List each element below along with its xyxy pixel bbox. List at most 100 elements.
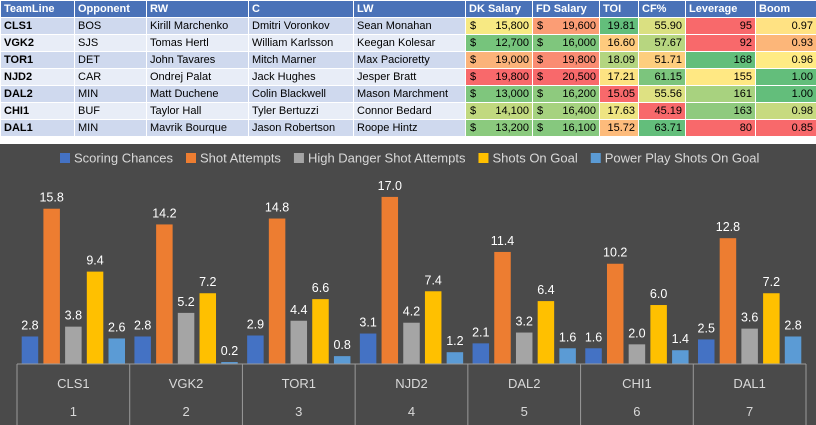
cell-cf-pct[interactable]: 61.15 [638, 68, 686, 86]
cell-toi[interactable]: 18.09 [599, 51, 639, 69]
cell-c[interactable]: Colin Blackwell [248, 85, 354, 103]
cell-lw[interactable]: Connor Bedard [353, 102, 466, 120]
cell-dk-salary[interactable]: $19,000 [465, 51, 533, 69]
cell-lw[interactable]: Keegan Kolesar [353, 34, 466, 52]
cell-boom[interactable]: 0.85 [755, 119, 816, 137]
cell-cf-pct[interactable]: 63.71 [638, 119, 686, 137]
cell-opponent[interactable]: BOS [74, 17, 147, 35]
header-cf-pct[interactable]: CF% [638, 0, 686, 18]
cell-teamline[interactable]: CHI1 [0, 102, 75, 120]
header-boom[interactable]: Boom [755, 0, 816, 18]
cell-toi[interactable]: 15.05 [599, 85, 639, 103]
cell-fd-salary[interactable]: $16,200 [532, 85, 600, 103]
cell-toi[interactable]: 17.21 [599, 68, 639, 86]
cell-dk-salary[interactable]: $19,800 [465, 68, 533, 86]
cell-opponent[interactable]: BUF [74, 102, 147, 120]
cell-fd-salary[interactable]: $19,600 [532, 17, 600, 35]
bar-dal1-scoring-chances [697, 339, 715, 364]
cell-rw[interactable]: Taylor Hall [146, 102, 249, 120]
cell-cf-pct[interactable]: 51.71 [638, 51, 686, 69]
cell-teamline[interactable]: DAL1 [0, 119, 75, 137]
cell-rw[interactable]: Matt Duchene [146, 85, 249, 103]
cell-fd-salary[interactable]: $16,000 [532, 34, 600, 52]
cell-lw[interactable]: Jesper Bratt [353, 68, 466, 86]
cell-toi[interactable]: 15.72 [599, 119, 639, 137]
cell-cf-pct[interactable]: 55.90 [638, 17, 686, 35]
cell-boom[interactable]: 0.93 [755, 34, 816, 52]
cell-dk-salary[interactable]: $14,100 [465, 102, 533, 120]
cell-fd-salary[interactable]: $19,800 [532, 51, 600, 69]
cell-leverage[interactable]: 92 [685, 34, 756, 52]
cell-teamline[interactable]: VGK2 [0, 34, 75, 52]
cell-teamline[interactable]: TOR1 [0, 51, 75, 69]
header-c[interactable]: C [248, 0, 354, 18]
cell-c[interactable]: Tyler Bertuzzi [248, 102, 354, 120]
header-opponent[interactable]: Opponent [74, 0, 147, 18]
cell-c[interactable]: Jack Hughes [248, 68, 354, 86]
currency-symbol: $ [537, 122, 544, 134]
cell-opponent[interactable]: SJS [74, 34, 147, 52]
cell-opponent[interactable]: MIN [74, 119, 147, 137]
cell-rw[interactable]: John Tavares [146, 51, 249, 69]
cell-leverage[interactable]: 161 [685, 85, 756, 103]
cell-c[interactable]: Mitch Marner [248, 51, 354, 69]
cell-opponent[interactable]: CAR [74, 68, 147, 86]
cell-dk-salary[interactable]: $13,200 [465, 119, 533, 137]
cell-rw[interactable]: Mavrik Bourque [146, 119, 249, 137]
cell-rw[interactable]: Ondrej Palat [146, 68, 249, 86]
currency-symbol: $ [537, 71, 544, 83]
bar-njd2-high-danger-shot-attempts [403, 322, 420, 364]
bar-cls1-scoring-chances [21, 336, 39, 364]
cell-boom[interactable]: 1.00 [755, 85, 816, 103]
header-toi[interactable]: TOI [599, 0, 639, 18]
cell-rw[interactable]: Kirill Marchenko [146, 17, 249, 35]
legend-swatch-high-danger-shot-attempts [293, 153, 304, 163]
cell-leverage[interactable]: 163 [685, 102, 756, 120]
cell-toi[interactable]: 17.63 [599, 102, 639, 120]
header-fd-salary[interactable]: FD Salary [532, 0, 600, 18]
cell-teamline[interactable]: CLS1 [0, 17, 75, 35]
cell-teamline[interactable]: DAL2 [0, 85, 75, 103]
cell-leverage[interactable]: 95 [685, 17, 756, 35]
cell-toi[interactable]: 16.60 [599, 34, 639, 52]
cell-opponent[interactable]: MIN [74, 85, 147, 103]
value-label-dal1-shots-on-goal: 7.2 [763, 275, 780, 289]
cell-lw[interactable]: Sean Monahan [353, 17, 466, 35]
cell-cf-pct[interactable]: 57.67 [638, 34, 686, 52]
cell-lw[interactable]: Mason Marchment [353, 85, 466, 103]
cell-leverage[interactable]: 80 [685, 119, 756, 137]
cell-teamline[interactable]: NJD2 [0, 68, 75, 86]
category-number-4: 4 [408, 404, 415, 419]
cell-lw[interactable]: Max Pacioretty [353, 51, 466, 69]
cell-c[interactable]: William Karlsson [248, 34, 354, 52]
header-teamline[interactable]: TeamLine [0, 0, 75, 18]
cell-toi[interactable]: 19.81 [599, 17, 639, 35]
bar-dal2-power-play-shots-on-goal [559, 348, 576, 364]
cell-boom[interactable]: 0.96 [755, 51, 816, 69]
cell-boom[interactable]: 0.97 [755, 17, 816, 35]
header-leverage[interactable]: Leverage [685, 0, 756, 18]
cell-lw[interactable]: Roope Hintz [353, 119, 466, 137]
cell-opponent[interactable]: DET [74, 51, 147, 69]
legend-label-shot-attempts: Shot Attempts [200, 151, 281, 166]
cell-fd-salary[interactable]: $16,400 [532, 102, 600, 120]
cell-leverage[interactable]: 155 [685, 68, 756, 86]
header-rw[interactable]: RW [146, 0, 249, 18]
cell-dk-salary[interactable]: $13,000 [465, 85, 533, 103]
cell-boom[interactable]: 1.00 [755, 68, 816, 86]
cell-fd-salary[interactable]: $16,100 [532, 119, 600, 137]
header-dk-salary[interactable]: DK Salary [465, 0, 533, 18]
cell-dk-salary[interactable]: $15,800 [465, 17, 533, 35]
header-lw[interactable]: LW [353, 0, 466, 18]
cell-boom[interactable]: 0.98 [755, 102, 816, 120]
cell-c[interactable]: Jason Robertson [248, 119, 354, 137]
cell-dk-salary[interactable]: $12,700 [465, 34, 533, 52]
cell-cf-pct[interactable]: 55.56 [638, 85, 686, 103]
cell-fd-salary[interactable]: $20,500 [532, 68, 600, 86]
cell-c[interactable]: Dmitri Voronkov [248, 17, 354, 35]
cell-leverage[interactable]: 168 [685, 51, 756, 69]
value-label-vgk2-power-play-shots-on-goal: 0.2 [221, 344, 238, 358]
cell-cf-pct[interactable]: 45.19 [638, 102, 686, 120]
cell-rw[interactable]: Tomas Hertl [146, 34, 249, 52]
value-label-dal2-shot-attempts: 11.4 [491, 234, 514, 248]
